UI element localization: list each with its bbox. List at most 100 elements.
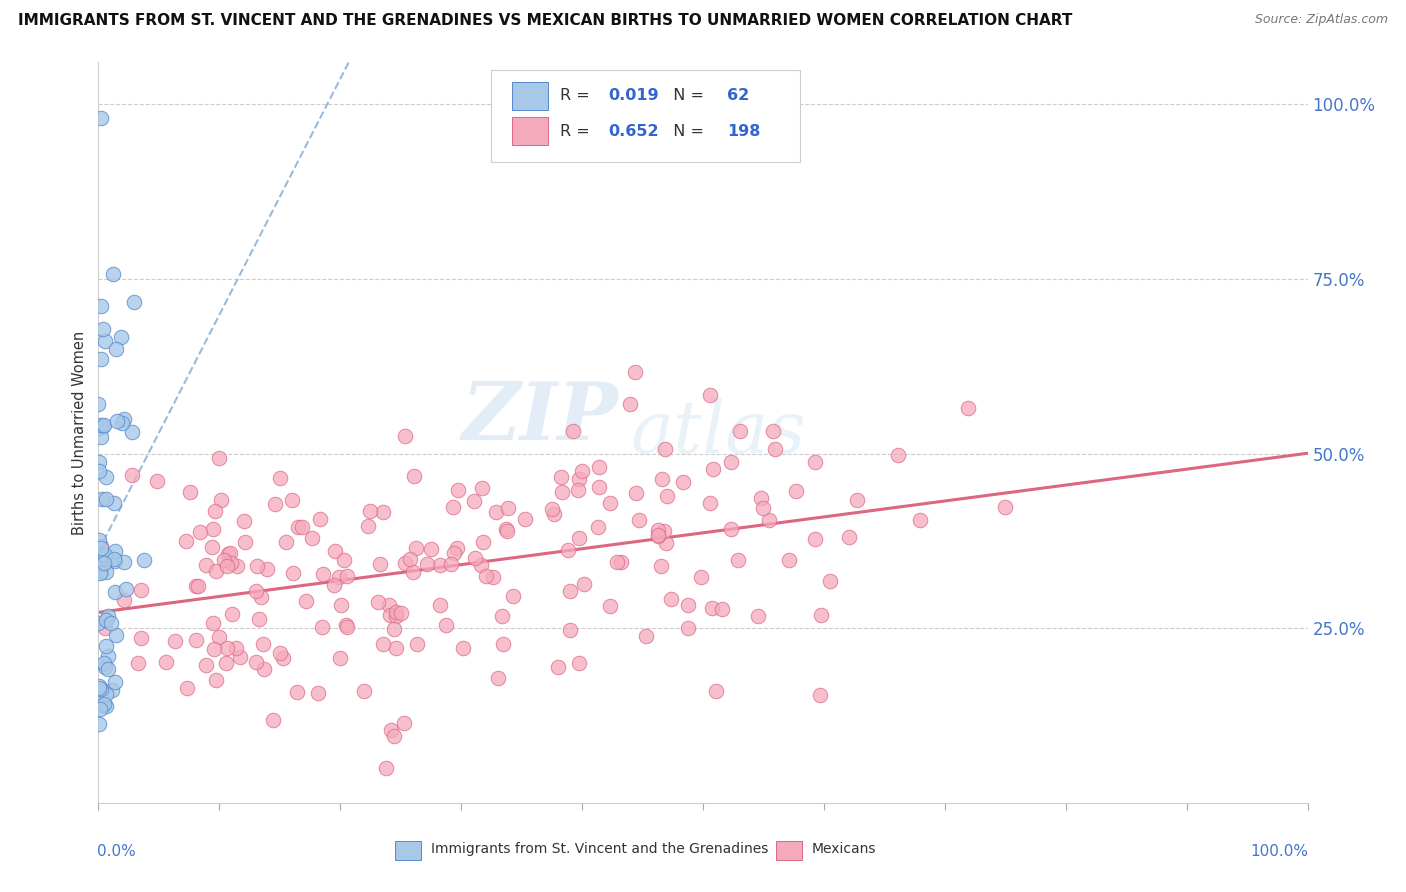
- Point: [676, 621, 699, 635]
- Point: [751, 491, 773, 506]
- Point: [93, 656, 115, 670]
- Point: [87, 397, 110, 411]
- Point: [90, 541, 112, 556]
- Point: [502, 589, 524, 603]
- Text: R =: R =: [561, 124, 595, 139]
- Point: [651, 473, 673, 487]
- Point: [402, 566, 425, 580]
- Point: [336, 620, 359, 634]
- Point: [394, 429, 416, 443]
- Point: [114, 582, 136, 596]
- Y-axis label: Births to Unmarried Women: Births to Unmarried Women: [72, 331, 87, 534]
- Point: [702, 461, 724, 475]
- Point: [332, 553, 354, 567]
- Point: [94, 613, 117, 627]
- Point: [104, 628, 127, 642]
- Point: [179, 485, 201, 500]
- Point: [208, 450, 231, 465]
- Point: [699, 388, 721, 402]
- Point: [588, 459, 610, 474]
- Point: [416, 557, 439, 571]
- Point: [599, 599, 621, 613]
- Point: [110, 330, 132, 344]
- Text: Source: ZipAtlas.com: Source: ZipAtlas.com: [1254, 13, 1388, 27]
- Point: [720, 522, 742, 536]
- Point: [368, 557, 391, 571]
- Point: [606, 555, 628, 569]
- Point: [443, 546, 465, 560]
- Point: [112, 555, 135, 569]
- Point: [394, 556, 416, 570]
- Point: [91, 419, 114, 434]
- Point: [204, 504, 226, 518]
- Text: 0.652: 0.652: [609, 124, 659, 139]
- Point: [89, 681, 111, 695]
- Point: [93, 549, 115, 563]
- Point: [728, 424, 751, 438]
- Point: [97, 662, 120, 676]
- FancyBboxPatch shape: [776, 841, 803, 860]
- Point: [271, 650, 294, 665]
- Point: [568, 472, 591, 486]
- Point: [232, 515, 254, 529]
- Text: 0.0%: 0.0%: [97, 844, 136, 858]
- Point: [212, 553, 235, 567]
- Point: [104, 554, 127, 568]
- Point: [229, 650, 252, 665]
- Point: [908, 513, 931, 527]
- Point: [186, 579, 208, 593]
- Point: [481, 570, 503, 584]
- Text: 100.0%: 100.0%: [1251, 844, 1309, 858]
- Point: [87, 615, 110, 630]
- Point: [307, 686, 329, 700]
- Point: [676, 599, 699, 613]
- Point: [329, 599, 352, 613]
- Point: [434, 617, 457, 632]
- Point: [810, 608, 832, 623]
- Point: [647, 529, 669, 543]
- Point: [253, 662, 276, 676]
- Point: [146, 474, 169, 488]
- Point: [93, 417, 115, 432]
- Point: [492, 637, 515, 651]
- Point: [384, 605, 406, 619]
- Point: [246, 559, 269, 574]
- Point: [336, 568, 359, 582]
- Text: IMMIGRANTS FROM ST. VINCENT AND THE GRENADINES VS MEXICAN BIRTHS TO UNMARRIED WO: IMMIGRANTS FROM ST. VINCENT AND THE GREN…: [18, 13, 1073, 29]
- Point: [498, 501, 520, 516]
- FancyBboxPatch shape: [492, 70, 800, 162]
- Point: [496, 524, 519, 538]
- Point: [727, 552, 749, 566]
- Point: [619, 397, 641, 411]
- Point: [380, 723, 402, 737]
- Point: [249, 591, 271, 605]
- Point: [568, 532, 591, 546]
- Point: [628, 512, 651, 526]
- Point: [90, 112, 112, 126]
- Point: [557, 542, 579, 557]
- Point: [87, 421, 110, 435]
- Point: [329, 651, 352, 665]
- Point: [104, 543, 127, 558]
- Point: [188, 525, 211, 540]
- Point: [547, 660, 569, 674]
- Point: [311, 620, 333, 634]
- Point: [112, 593, 135, 607]
- Point: [89, 548, 111, 562]
- Point: [301, 531, 323, 545]
- Text: R =: R =: [561, 88, 595, 103]
- Point: [280, 493, 302, 508]
- Point: [562, 425, 585, 439]
- Point: [217, 547, 239, 561]
- FancyBboxPatch shape: [512, 82, 548, 110]
- Point: [700, 601, 723, 615]
- Point: [838, 530, 860, 544]
- Point: [446, 483, 468, 498]
- Point: [763, 442, 786, 457]
- Point: [385, 641, 408, 656]
- Text: atlas: atlas: [630, 397, 806, 468]
- Point: [89, 679, 111, 693]
- Point: [359, 504, 381, 518]
- Text: ZIP: ZIP: [461, 379, 619, 457]
- Point: [94, 469, 117, 483]
